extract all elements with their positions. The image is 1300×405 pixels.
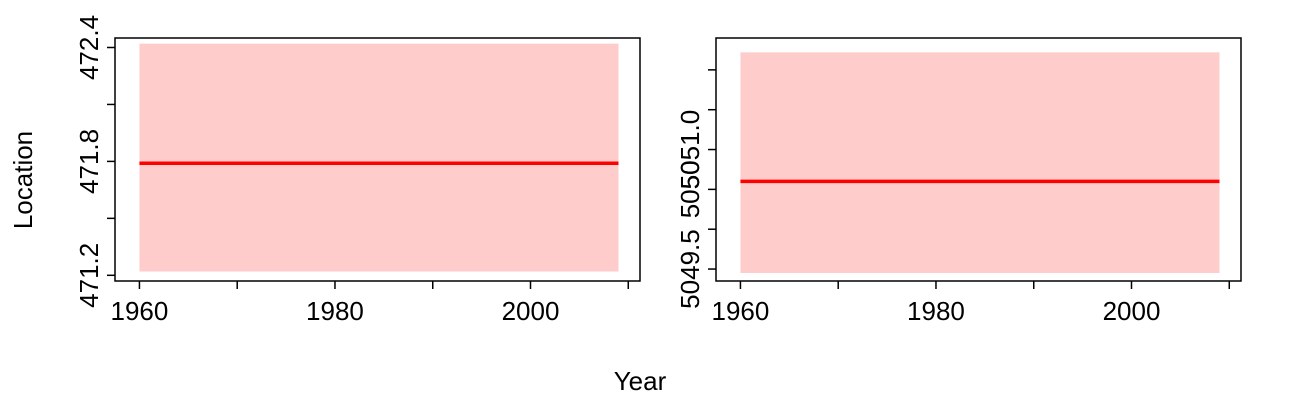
y-tick-label: 471.2 bbox=[74, 243, 104, 308]
y-tick-label: 472.4 bbox=[74, 15, 104, 80]
y-tick-label: 471.8 bbox=[74, 129, 104, 194]
x-tick-label: 1980 bbox=[907, 296, 965, 326]
x-tick-label: 2000 bbox=[502, 296, 560, 326]
x-axis-label: Year bbox=[614, 366, 667, 396]
panel-left: 1960 1980 2000 471.2 471.8 472.4 bbox=[74, 15, 641, 326]
y-tick-label: 5050 bbox=[675, 160, 705, 218]
confidence-band bbox=[139, 43, 619, 272]
x-tick-label: 1960 bbox=[712, 296, 770, 326]
plot-frame bbox=[715, 37, 1242, 282]
plot-frame bbox=[114, 37, 641, 282]
y-axis-label: Location bbox=[8, 131, 38, 229]
x-tick-label: 1980 bbox=[306, 296, 364, 326]
y-tick-label: 5051.0 bbox=[675, 110, 705, 190]
confidence-band bbox=[740, 52, 1220, 274]
x-tick-label: 1960 bbox=[111, 296, 169, 326]
y-tick-label: 5049.5 bbox=[675, 229, 705, 309]
x-tick-label: 2000 bbox=[1103, 296, 1161, 326]
